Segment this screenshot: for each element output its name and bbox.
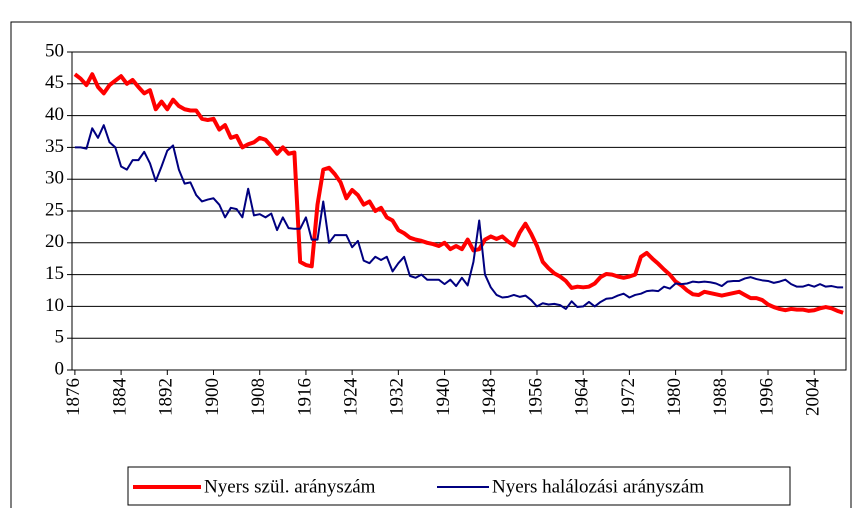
series-line (74, 124, 844, 310)
x-tick-label: 1972 (618, 378, 639, 416)
y-tick-label: 15 (45, 263, 64, 284)
y-tick-label: 20 (45, 231, 64, 252)
plot-area (71, 51, 847, 371)
x-tick-label: 1964 (572, 378, 593, 417)
y-tick-label: 40 (45, 104, 64, 125)
x-tick-label: 1876 (63, 378, 84, 416)
x-tick-label: 1988 (710, 378, 731, 416)
y-tick-label: 5 (55, 327, 65, 348)
y-tick-label: 25 (45, 199, 64, 220)
x-tick-label: 1932 (387, 378, 408, 416)
chart-frame (10, 21, 852, 508)
x-tick-label: 1900 (202, 378, 223, 416)
x-tick-label: 1996 (756, 378, 777, 416)
y-tick-label: 0 (55, 358, 65, 379)
x-tick-label: 1980 (664, 378, 685, 416)
legend-label: Nyers szül. arányszám (204, 476, 376, 497)
x-tick-label: 2004 (803, 378, 824, 417)
x-tick-label: 1948 (479, 378, 500, 416)
x-tick-label: 1908 (248, 378, 269, 416)
x-tick-label: 1956 (525, 378, 546, 416)
x-tick-label: 1884 (109, 378, 130, 417)
legend-label: Nyers halálozási arányszám (492, 476, 704, 497)
x-tick-label: 1892 (156, 378, 177, 416)
y-tick-label: 50 (45, 40, 64, 61)
y-tick-label: 10 (45, 295, 64, 316)
legend: Nyers szül. arányszám Nyers halálozási ar… (127, 466, 791, 506)
y-tick-label: 30 (45, 168, 64, 189)
x-tick-label: 1916 (294, 378, 315, 416)
y-tick-label: 45 (45, 72, 64, 93)
y-tick-label: 35 (45, 136, 64, 157)
x-tick-label: 1924 (341, 378, 362, 417)
x-tick-label: 1940 (433, 378, 454, 416)
series-line (73, 72, 844, 315)
